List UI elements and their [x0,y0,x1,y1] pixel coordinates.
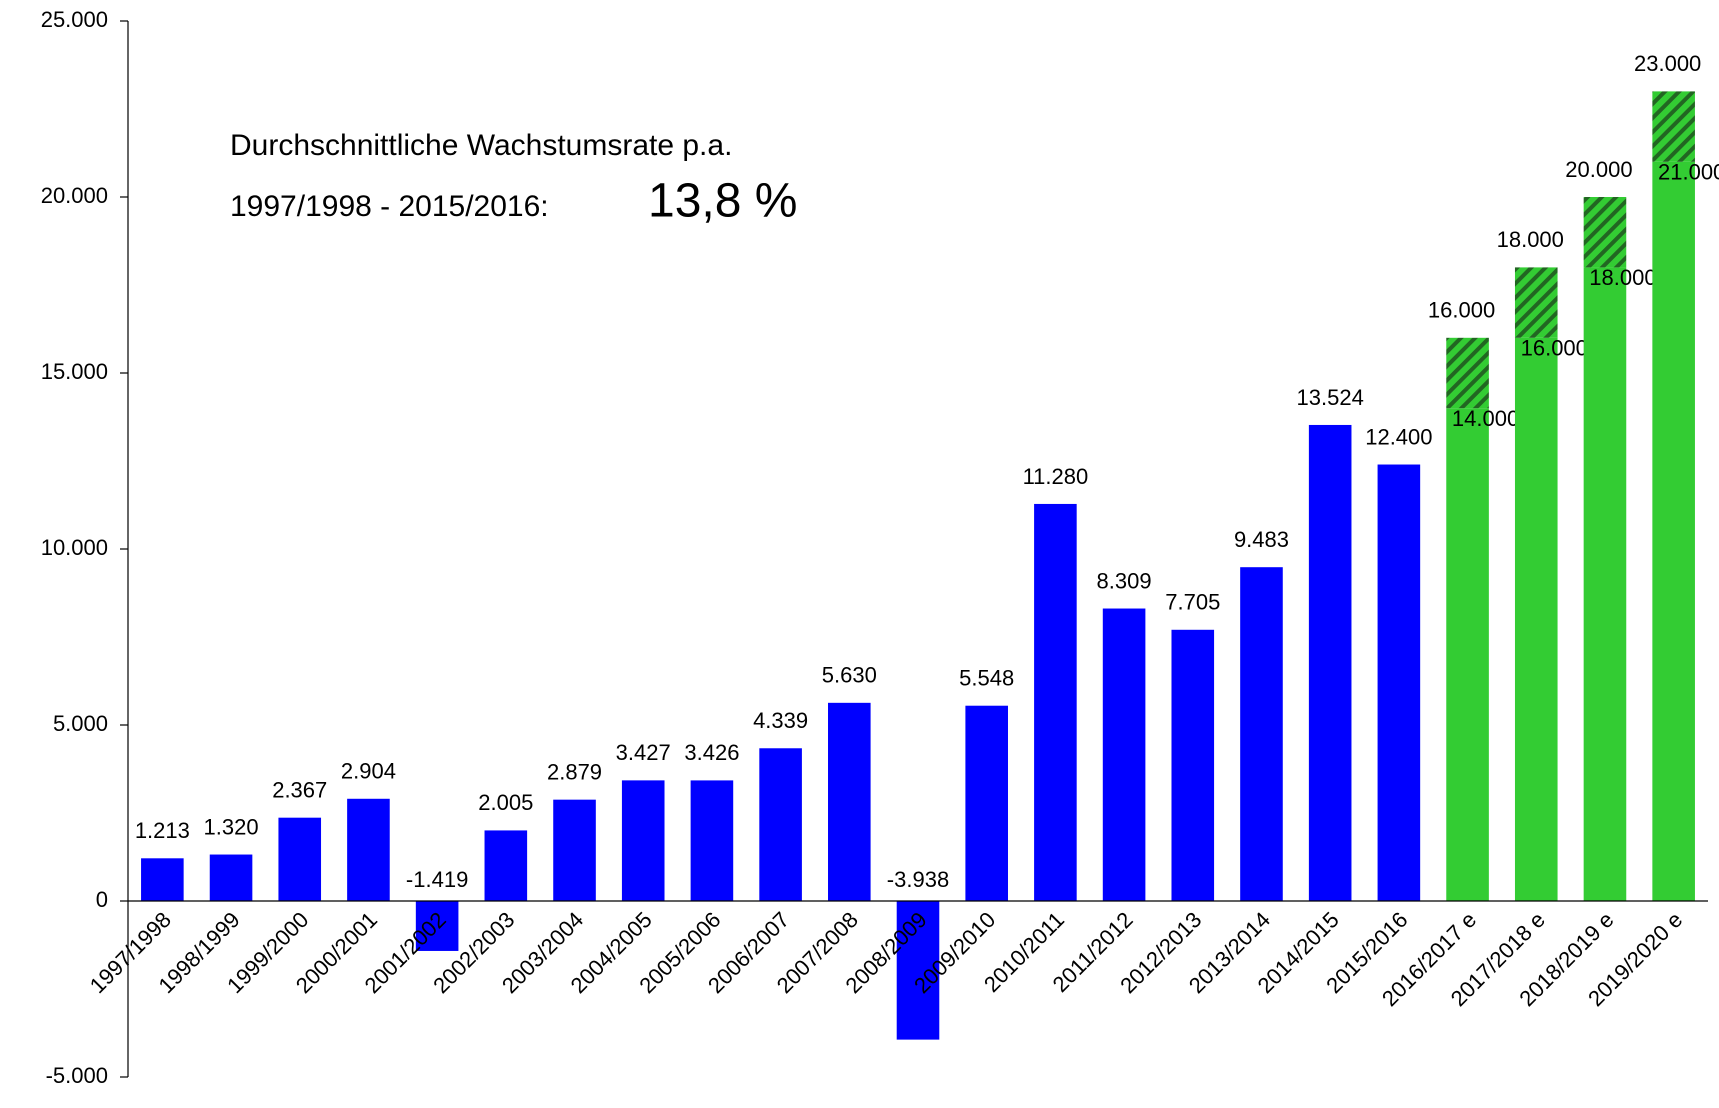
data-label: 14.000 [1452,406,1519,431]
bar-segment-hatched [1514,267,1558,338]
data-label: 3.427 [616,740,671,765]
bar [759,748,802,901]
total-label: 23.000 [1634,51,1701,76]
bar [347,798,390,901]
bar [828,702,871,901]
y-tick-label: 5.000 [53,711,108,736]
bar [1514,337,1558,901]
y-tick-label: 20.000 [41,183,108,208]
bar [621,780,665,901]
bar [1308,424,1352,901]
bar [1034,503,1077,901]
data-label: 2.879 [547,759,602,784]
data-label: 21.000 [1658,160,1719,185]
data-label: 2.367 [272,777,327,802]
annotation-value: 13,8 % [648,175,797,228]
bar [415,901,459,951]
bar [965,705,1008,901]
annotation: Durchschnittliche Wachstumsrate p.a. [230,129,732,162]
bar [1446,408,1489,901]
total-label: 18.000 [1497,227,1564,252]
data-label: 18.000 [1589,265,1656,290]
bar [553,799,596,901]
bar [690,780,734,901]
bar [1240,567,1283,901]
data-label: 2.005 [478,790,533,815]
data-label: 12.400 [1365,424,1432,449]
data-label: 13.524 [1297,385,1364,410]
bar [278,817,322,901]
data-label: 1.213 [135,818,190,843]
data-label: 2.904 [341,759,396,784]
bar-segment-hatched [1652,91,1695,162]
data-label: 1.320 [204,814,259,839]
bar [1652,161,1695,902]
bar [141,858,184,901]
y-tick-label: 15.000 [41,359,108,384]
data-label: 3.426 [684,740,739,765]
bar [1583,267,1627,901]
bar-segment-hatched [1583,197,1627,268]
data-label: -3.938 [887,867,949,892]
data-label: 9.483 [1234,527,1289,552]
bar [484,830,528,901]
data-label: 5.548 [959,666,1014,691]
total-label: 16.000 [1428,298,1495,323]
data-label: 8.309 [1097,568,1152,593]
data-label: 7.705 [1165,590,1220,615]
data-label: 11.280 [1023,464,1089,489]
y-tick-label: 10.000 [41,535,108,560]
data-label: 5.630 [822,663,877,688]
y-tick-label: 25.000 [41,7,108,32]
bar [209,854,253,901]
bar-segment-hatched [1446,337,1489,409]
bar [1102,608,1146,901]
y-tick-label: 0 [96,887,108,912]
annotation: 1997/1998 - 2015/2016: [230,190,549,223]
bar [896,901,940,1040]
data-label: 16.000 [1521,336,1588,361]
y-tick-label: -5.000 [46,1063,108,1088]
data-label: -1.419 [406,867,468,892]
data-label: 4.339 [753,708,808,733]
total-label: 20.000 [1565,157,1632,182]
bar [1377,464,1421,901]
bar [1171,629,1215,901]
